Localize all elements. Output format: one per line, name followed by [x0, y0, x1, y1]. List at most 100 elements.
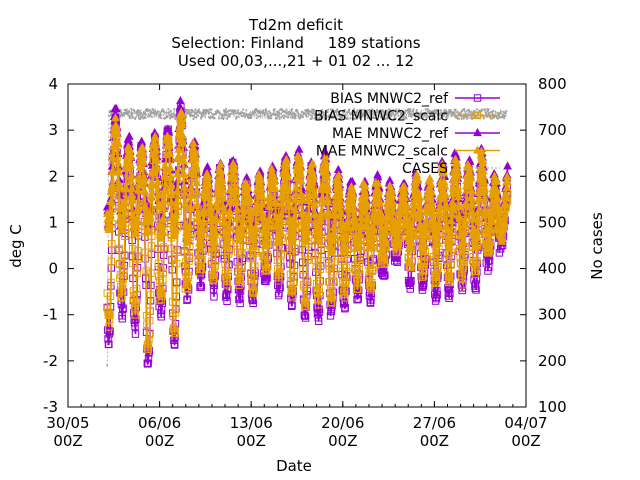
- cases-point: [157, 110, 160, 113]
- cases-point: [366, 109, 369, 112]
- series-point: [166, 172, 175, 182]
- series-point: [322, 172, 332, 181]
- series-point: [314, 301, 323, 309]
- cases-point: [170, 113, 173, 115]
- series-point: [288, 293, 297, 301]
- cases-point: [270, 117, 273, 120]
- cases-point: [438, 117, 441, 120]
- cases-point: [451, 114, 454, 117]
- cases-point: [263, 113, 266, 116]
- cases-point: [399, 111, 401, 113]
- series-point: [141, 254, 150, 262]
- cases-point: [130, 111, 133, 114]
- cases-point: [356, 109, 359, 112]
- series-point: [333, 175, 343, 185]
- series-point: [261, 261, 270, 270]
- cases-point: [134, 117, 137, 120]
- cases-point: [278, 118, 281, 120]
- series-point: [146, 291, 155, 299]
- series-point: [414, 193, 424, 202]
- series-point: [328, 293, 337, 301]
- series-point: [150, 131, 160, 140]
- cases-point: [372, 109, 375, 112]
- y2-tick-label: 300: [538, 306, 567, 324]
- cases-point: [396, 111, 399, 114]
- cases-point: [282, 110, 285, 112]
- cases-point: [384, 113, 387, 116]
- series-point: [473, 256, 481, 265]
- cases-point: [450, 110, 453, 113]
- series-point: [327, 294, 336, 302]
- series-point: [471, 270, 479, 278]
- series-point: [210, 270, 219, 278]
- cases-point: [308, 113, 310, 116]
- series-point: [336, 208, 346, 218]
- cases-point: [412, 108, 415, 111]
- cases-point: [225, 111, 228, 114]
- cases-point: [325, 117, 328, 120]
- series-point: [458, 275, 466, 283]
- cases-point: [155, 111, 158, 114]
- cases-point: [342, 109, 345, 112]
- cases-point: [418, 116, 421, 119]
- series-point: [322, 185, 332, 194]
- series-point: [140, 186, 150, 195]
- series-point: [494, 203, 503, 213]
- series-point: [461, 198, 471, 207]
- cases-point: [250, 113, 253, 116]
- series-point: [165, 163, 175, 172]
- series-point: [446, 227, 456, 236]
- series-point: [224, 263, 233, 271]
- cases-point: [424, 113, 427, 116]
- series-point: [105, 340, 113, 348]
- series-point: [108, 239, 116, 248]
- cases-point: [169, 109, 172, 112]
- cases-point: [184, 116, 187, 118]
- cases-point: [410, 115, 413, 118]
- cases-point: [369, 109, 372, 112]
- cases-point: [431, 117, 434, 120]
- series-point: [259, 213, 268, 222]
- cases-point: [302, 116, 304, 119]
- cases-point: [374, 117, 377, 120]
- cases-point: [471, 111, 474, 114]
- cases-point: [228, 113, 231, 116]
- series-point: [128, 245, 137, 253]
- series-point: [433, 287, 441, 295]
- cases-point: [137, 114, 140, 117]
- series-point: [290, 205, 300, 214]
- cases-point: [428, 109, 431, 112]
- cases-point: [261, 110, 264, 113]
- series-point: [119, 214, 128, 223]
- cases-point: [357, 111, 360, 114]
- series-point: [277, 209, 286, 218]
- series-point: [446, 289, 454, 298]
- cases-point: [151, 108, 154, 110]
- x-tick-label: 13/06: [230, 414, 273, 432]
- series-point: [330, 268, 338, 276]
- series-point: [186, 183, 196, 192]
- cases-point: [335, 118, 338, 120]
- cases-point: [462, 117, 465, 120]
- cases-point: [294, 113, 297, 116]
- series-point: [472, 286, 480, 294]
- cases-point: [144, 116, 147, 119]
- series-point: [257, 190, 267, 199]
- series-point: [472, 275, 481, 284]
- cases-point: [167, 111, 170, 114]
- cases-point: [248, 114, 251, 116]
- cases-point: [385, 112, 388, 114]
- cases-point: [207, 109, 210, 112]
- cases-point: [201, 111, 204, 114]
- series-point: [324, 197, 333, 206]
- series-point: [447, 261, 455, 269]
- cases-point: [371, 108, 374, 111]
- series-point: [354, 295, 363, 303]
- cases-point: [491, 116, 494, 118]
- cases-point: [107, 114, 110, 117]
- series-point: [354, 234, 364, 244]
- cases-point: [129, 116, 132, 119]
- cases-point: [348, 108, 351, 111]
- series-point: [115, 244, 123, 253]
- cases-point: [344, 114, 347, 117]
